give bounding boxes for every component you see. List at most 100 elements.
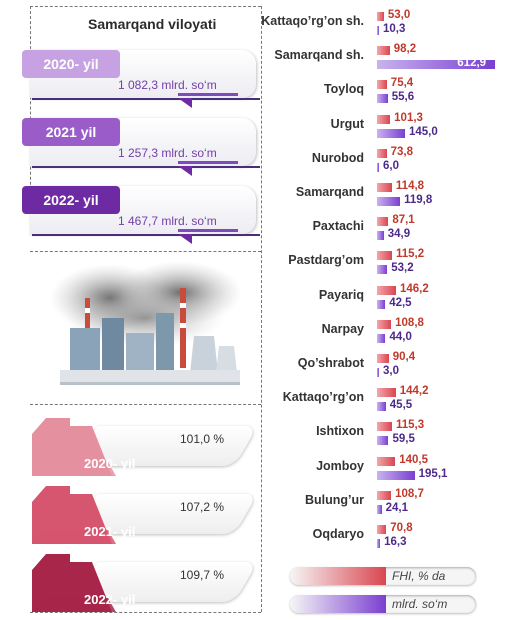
district-name: Ishtixon bbox=[316, 424, 364, 439]
growth-card-shape bbox=[32, 416, 150, 476]
fhi-bar bbox=[377, 251, 392, 261]
legend-fhi-label: FHI, % da bbox=[392, 569, 446, 583]
volume-bar bbox=[377, 26, 379, 35]
fhi-bar-label: 101,3 bbox=[394, 111, 423, 124]
volume-bar-label: 53,2 bbox=[391, 262, 414, 275]
district-name: Samarqand bbox=[295, 185, 364, 199]
volume-bar bbox=[377, 265, 388, 275]
district-name: Samarqand sh. bbox=[274, 48, 364, 63]
volume-bar bbox=[377, 197, 401, 206]
volume-card-value: 1 082,3 mlrd. so‘m bbox=[118, 78, 217, 92]
volume-bar bbox=[377, 162, 379, 172]
fhi-bar-label: 108,7 bbox=[395, 487, 424, 500]
volume-bar-label: 612,9 bbox=[457, 57, 487, 70]
volume-bar bbox=[377, 299, 386, 309]
volume-bar-label: 10,3 bbox=[383, 23, 406, 35]
growth-card-year: 2022- yil bbox=[84, 592, 136, 607]
legend-volume-swatch bbox=[290, 595, 386, 613]
district-name: Bulung’ur bbox=[304, 492, 364, 507]
growth-card-year: 2021- yil bbox=[84, 524, 136, 539]
growth-card-value: 107,2 % bbox=[180, 500, 225, 514]
volume-bar-label: 3,0 bbox=[383, 365, 399, 377]
fhi-bar-label: 108,8 bbox=[395, 316, 424, 329]
separator-bottom bbox=[30, 612, 261, 613]
district-name: Paxtachi bbox=[312, 219, 364, 234]
fhi-bar-label: 90,4 bbox=[392, 351, 416, 363]
fhi-bar bbox=[377, 12, 384, 21]
volume-card-value: 1 467,7 mlrd. so‘m bbox=[118, 214, 217, 228]
volume-bar bbox=[377, 539, 381, 548]
volume-bar-label: 195,1 bbox=[418, 467, 448, 480]
volume-card-year: 2021 yil bbox=[22, 118, 120, 146]
fhi-bar bbox=[377, 148, 387, 158]
volume-bar-label: 6,0 bbox=[383, 159, 399, 172]
fhi-bar bbox=[377, 422, 392, 432]
volume-bar-label: 34,9 bbox=[387, 228, 411, 241]
legend-volume-label: mlrd. so‘m bbox=[392, 597, 448, 611]
volume-card-baseline bbox=[32, 166, 260, 168]
separator-middle bbox=[30, 251, 261, 252]
factory-illustration bbox=[50, 261, 242, 385]
fhi-bar-label: 115,2 bbox=[395, 248, 425, 261]
volume-bar bbox=[377, 470, 415, 480]
district-name: Oqdaryo bbox=[312, 527, 364, 541]
volume-card-value: 1 257,3 mlrd. so‘m bbox=[118, 146, 217, 160]
fhi-bar bbox=[377, 80, 387, 90]
fhi-bar-label: 98,2 bbox=[393, 43, 417, 56]
growth-card-shape bbox=[32, 552, 150, 612]
fhi-bar bbox=[377, 183, 392, 192]
volume-card-tail bbox=[178, 98, 192, 108]
fhi-bar-label: 115,3 bbox=[395, 419, 425, 432]
fhi-bar bbox=[377, 354, 389, 363]
legend-fhi-swatch bbox=[290, 567, 386, 585]
separator-vertical-right bbox=[261, 6, 262, 612]
volume-card-baseline bbox=[32, 234, 260, 236]
volume-card-tail bbox=[178, 234, 192, 244]
volume-card-underline bbox=[178, 229, 238, 232]
growth-card-value: 109,7 % bbox=[180, 568, 225, 582]
volume-bar-label: 44,0 bbox=[389, 330, 412, 343]
volume-bar bbox=[377, 368, 379, 377]
separator-top bbox=[30, 6, 261, 7]
volume-bar bbox=[377, 231, 384, 241]
fhi-bar bbox=[377, 456, 396, 466]
district-name: Pastdarg’om bbox=[288, 253, 364, 268]
fhi-bar bbox=[377, 490, 392, 500]
district-name: Jomboy bbox=[316, 458, 364, 473]
volume-card-baseline bbox=[32, 98, 260, 100]
district-name: Kattaqo’rg’on bbox=[282, 390, 364, 405]
fhi-bar-label: 114,8 bbox=[395, 180, 425, 192]
fhi-bar bbox=[377, 319, 392, 329]
fhi-bar-label: 73,8 bbox=[390, 145, 413, 158]
volume-bar-label: 24,1 bbox=[385, 501, 409, 514]
district-name: Payariq bbox=[318, 287, 364, 302]
fhi-bar-label: 70,8 bbox=[390, 522, 413, 534]
volume-bar-label: 145,0 bbox=[408, 125, 438, 138]
district-name: Qo’shrabot bbox=[297, 356, 364, 370]
volume-bar-label: 42,5 bbox=[389, 296, 412, 309]
growth-card-year: 2020- yil bbox=[84, 456, 136, 471]
volume-card-underline bbox=[178, 93, 238, 96]
fhi-bar bbox=[377, 285, 396, 295]
fhi-bar bbox=[377, 46, 390, 56]
fhi-bar-label: 144,2 bbox=[399, 385, 429, 398]
volume-bar-label: 55,6 bbox=[391, 91, 415, 104]
legend-volume: mlrd. so‘m bbox=[290, 595, 476, 613]
fhi-bar-label: 87,1 bbox=[392, 214, 415, 227]
volume-card-tail bbox=[178, 166, 192, 176]
district-name: Toyloq bbox=[323, 82, 364, 97]
volume-card-year: 2020- yil bbox=[22, 50, 120, 78]
separator-lower bbox=[30, 404, 261, 405]
fhi-bar-label: 75,4 bbox=[390, 77, 414, 90]
growth-card-value: 101,0 % bbox=[180, 432, 225, 446]
volume-bar bbox=[377, 504, 382, 514]
growth-card-shape bbox=[32, 484, 150, 544]
volume-bar bbox=[377, 333, 386, 343]
volume-bar-label: 59,5 bbox=[392, 433, 415, 446]
district-name: Narpay bbox=[321, 321, 364, 336]
fhi-bar bbox=[377, 388, 396, 398]
fhi-bar bbox=[377, 114, 391, 124]
volume-card-underline bbox=[178, 161, 238, 164]
volume-bar-label: 16,3 bbox=[384, 536, 407, 548]
volume-bar bbox=[377, 60, 496, 70]
